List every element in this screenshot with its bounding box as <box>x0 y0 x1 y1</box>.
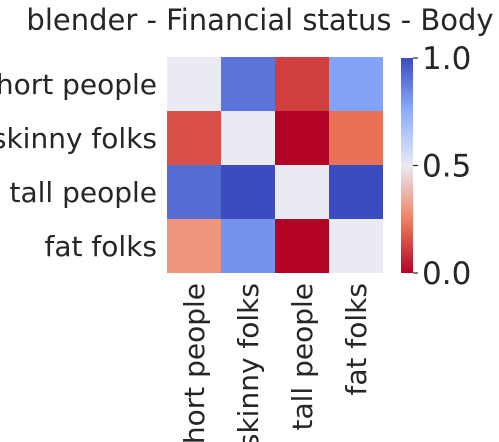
heatmap-cell <box>275 165 329 219</box>
heatmap-cell <box>275 111 329 165</box>
heatmap-cell <box>221 165 275 219</box>
heatmap-cell <box>221 57 275 111</box>
heatmap-cells <box>167 57 383 273</box>
row-label: short people <box>0 68 157 101</box>
heatmap-cell <box>329 57 383 111</box>
heatmap-cell <box>167 57 221 111</box>
heatmap-cell <box>167 165 221 219</box>
heatmap-cell <box>167 111 221 165</box>
row-label: fat folks <box>45 230 157 263</box>
heatmap-cell <box>275 57 329 111</box>
column-label: tall people <box>286 283 319 431</box>
heatmap-cell <box>329 165 383 219</box>
row-label: skinny folks <box>0 122 157 155</box>
heatmap-cell <box>221 111 275 165</box>
heatmap-cell <box>275 219 329 273</box>
column-label: fat folks <box>340 283 373 395</box>
heatmap-cell <box>221 219 275 273</box>
chart-title: blender - Financial status - Body <box>26 3 493 37</box>
column-label: short people <box>178 283 211 442</box>
heatmap-cell <box>329 111 383 165</box>
colorbar-tick-label: 0.0 <box>422 256 471 292</box>
heatmap-cell <box>167 219 221 273</box>
colorbar <box>401 58 413 273</box>
row-label: tall people <box>9 176 157 209</box>
colorbar-tick-label: 1.0 <box>422 41 471 77</box>
colorbar-ticks: 0.0 0.5 1.0 <box>413 41 471 292</box>
column-label: skinny folks <box>232 283 265 442</box>
colorbar-tick-label: 0.5 <box>422 149 471 185</box>
row-labels: short people skinny folks tall people fat f… <box>0 68 157 263</box>
column-labels: short people skinny folks tall people fat f… <box>178 283 373 442</box>
heatmap-cell <box>329 219 383 273</box>
